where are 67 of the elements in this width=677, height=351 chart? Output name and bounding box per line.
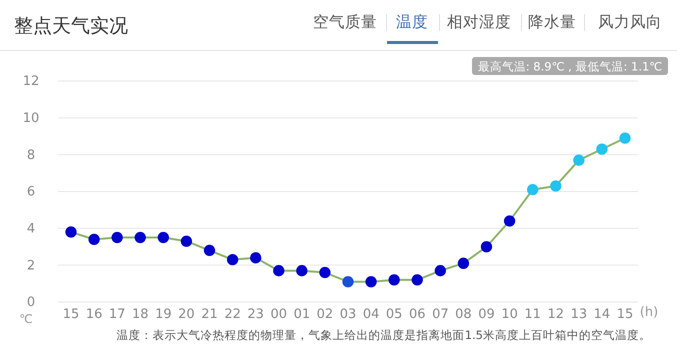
point xyxy=(296,265,308,276)
x-tick-label: 02 xyxy=(316,307,334,322)
point xyxy=(88,234,100,246)
x-tick-label: 08 xyxy=(455,307,472,322)
point xyxy=(434,265,446,276)
x-tick-label: 04 xyxy=(362,307,380,322)
x-tick-label: 17 xyxy=(108,307,126,322)
point xyxy=(388,274,400,286)
point xyxy=(527,184,538,196)
x-tick-label: 21 xyxy=(201,307,218,322)
y-axis-title: ℃ xyxy=(19,312,33,326)
point xyxy=(180,236,192,247)
point xyxy=(619,132,631,144)
point xyxy=(273,265,284,276)
text: 空气质量 xyxy=(313,13,377,31)
y-tick-label: 12 xyxy=(22,74,40,90)
x-axis-title: (h) xyxy=(640,305,658,320)
x-tick-label: 18 xyxy=(132,307,149,322)
y-tick-label: 10 xyxy=(22,110,40,126)
y-tick-label: 6 xyxy=(26,184,36,200)
text: 风力风向 xyxy=(598,13,662,31)
x-tick-label: 06 xyxy=(408,307,426,322)
y-tick-label: 0 xyxy=(26,295,36,310)
point xyxy=(226,254,238,266)
point xyxy=(342,276,354,288)
point xyxy=(412,274,423,286)
point xyxy=(158,232,169,244)
x-tick-label: 10 xyxy=(501,307,518,322)
point xyxy=(65,226,77,238)
point xyxy=(204,244,216,256)
point xyxy=(458,258,470,269)
x-tick-label: 13 xyxy=(570,307,588,322)
x-tick-label: 19 xyxy=(155,307,172,322)
x-tick-label: 22 xyxy=(224,307,241,322)
text: 温度 xyxy=(396,13,428,31)
point xyxy=(112,232,123,244)
point xyxy=(573,154,584,166)
point xyxy=(596,144,608,155)
chart-title: 整点天气实况 xyxy=(14,15,128,37)
x-tick-label: 20 xyxy=(178,307,195,322)
text: 降水量 xyxy=(528,13,576,31)
x-tick-label: 12 xyxy=(547,307,564,322)
point xyxy=(319,266,331,278)
text: 温度：表示大气冷热程度的物理量，气象上给出的温度是指离地面1.5米高度上百叶箱中的空气温度。 xyxy=(116,328,651,342)
x-tick-label: 23 xyxy=(247,307,264,322)
x-tick-label: 01 xyxy=(294,307,310,322)
x-tick-label: 07 xyxy=(432,307,449,322)
point xyxy=(550,180,562,192)
text: 相对湿度 xyxy=(447,13,511,31)
x-tick-label: 14 xyxy=(594,307,610,322)
x-tick-label: 05 xyxy=(386,307,402,322)
x-tick-label: 11 xyxy=(524,307,541,322)
point xyxy=(250,252,262,264)
x-tick-label: 03 xyxy=(340,307,356,322)
x-tick-label: 09 xyxy=(478,307,495,322)
point xyxy=(365,276,377,288)
y-tick-label: 8 xyxy=(26,148,36,163)
point xyxy=(480,241,492,252)
x-tick-label: 16 xyxy=(86,307,102,322)
x-tick-label: 15 xyxy=(62,307,80,322)
y-tick-label: 4 xyxy=(26,221,36,236)
x-tick-label: 00 xyxy=(270,307,288,322)
text: 最高气温: 8.9℃ , 最低气温: 1.1℃ xyxy=(478,60,662,74)
point xyxy=(504,215,516,227)
point xyxy=(134,232,146,244)
x-tick-label: 15 xyxy=(616,307,634,322)
y-tick-label: 2 xyxy=(26,258,36,274)
